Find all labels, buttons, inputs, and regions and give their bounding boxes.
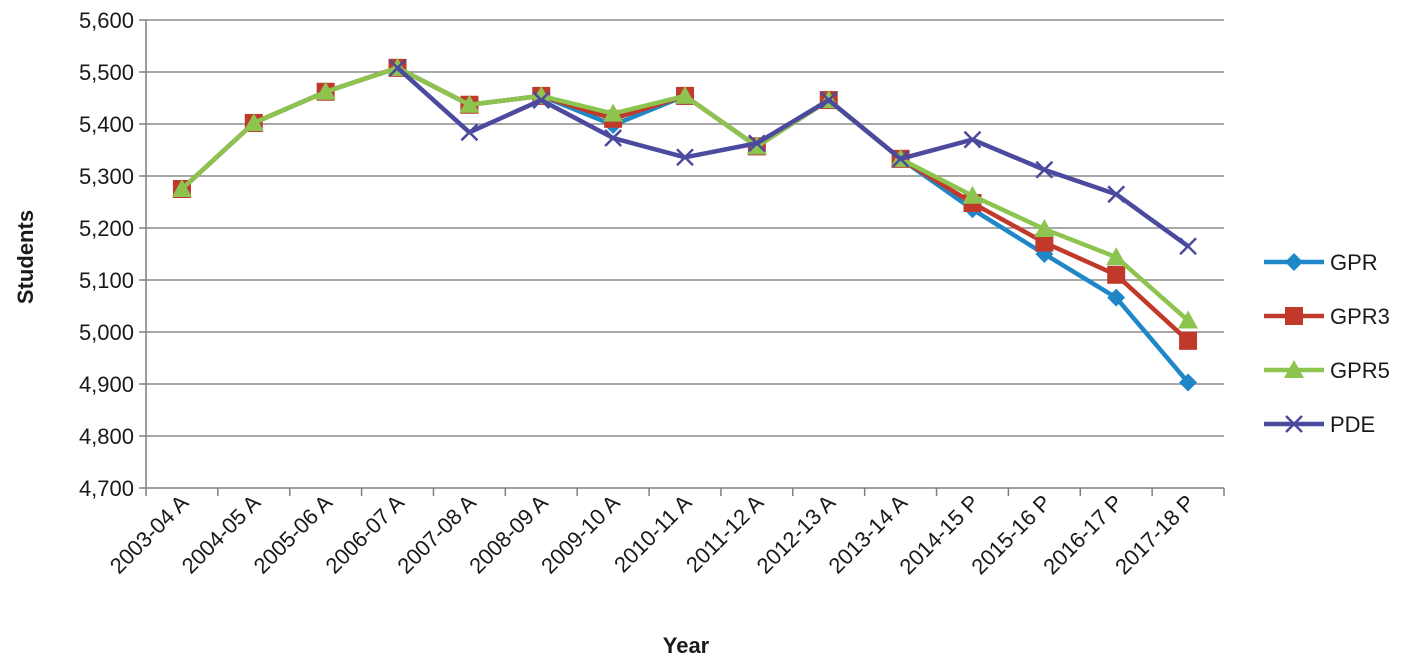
series-line-pde — [396, 66, 1190, 249]
legend: GPR GPR3 GPR5 PDE — [1264, 250, 1390, 437]
y-tick-label: 5,000 — [79, 320, 134, 345]
data-point-gpr3 — [1179, 331, 1198, 350]
series-line-gpr3 — [180, 65, 1190, 343]
data-point-gpr5 — [1106, 247, 1127, 266]
data-point-gpr5 — [459, 94, 480, 113]
legend-item-gpr5: GPR5 — [1264, 358, 1390, 383]
y-tick-label: 4,700 — [79, 476, 134, 501]
data-point-gpr5 — [315, 81, 336, 100]
data-point-gpr — [1107, 288, 1126, 307]
data-point-pde — [388, 58, 407, 77]
legend-item-gpr3: GPR3 — [1264, 304, 1390, 329]
legend-label: PDE — [1330, 412, 1375, 437]
legend-item-pde: PDE — [1264, 412, 1375, 437]
x-tick-label: 2017-18 P — [1110, 490, 1199, 579]
y-tick-label: 5,300 — [79, 164, 134, 189]
data-point-pde — [676, 148, 694, 167]
axes: 4,700 4,800 4,900 5,000 5,100 5,200 5,300 5,400… — [79, 8, 1225, 579]
data-point-gpr5 — [675, 85, 695, 104]
y-tick-label: 4,900 — [79, 372, 134, 397]
data-point-pde — [819, 91, 838, 109]
y-tick-label: 4,800 — [79, 424, 134, 449]
series-lines — [171, 57, 1199, 392]
data-point-gpr5 — [171, 179, 192, 197]
x-axis-title: Year — [663, 633, 710, 658]
data-point-gpr5 — [531, 85, 552, 104]
data-point-pde — [604, 129, 623, 147]
y-tick-label: 5,200 — [79, 216, 134, 241]
data-point-gpr5 — [603, 103, 624, 122]
legend-label: GPR3 — [1330, 304, 1390, 329]
data-point-pde — [891, 149, 910, 168]
y-tick-label: 5,600 — [79, 8, 134, 33]
data-point-gpr5 — [1178, 310, 1199, 329]
data-point-gpr3 — [1107, 265, 1126, 284]
y-tick-label: 5,100 — [79, 268, 134, 293]
y-tick-label: 5,500 — [79, 60, 134, 85]
legend-marker — [1285, 415, 1303, 433]
x-tick-label: 2010-11 A — [609, 490, 697, 578]
data-point-pde — [1107, 185, 1126, 204]
legend-marker — [1285, 307, 1303, 325]
data-point-gpr — [1179, 373, 1198, 392]
data-point-pde — [1179, 237, 1197, 256]
data-point-gpr5 — [962, 185, 983, 204]
data-point-pde — [532, 91, 551, 109]
data-point-pde — [1035, 160, 1054, 179]
y-tick-label: 5,400 — [79, 112, 134, 137]
y-axis-title: Students — [13, 210, 38, 304]
data-point-gpr5 — [1034, 219, 1055, 238]
legend-label: GPR — [1330, 250, 1378, 275]
data-point-gpr3 — [1035, 233, 1054, 252]
data-point-pde — [460, 123, 479, 142]
legend-marker — [1285, 253, 1303, 271]
data-point-pde — [747, 134, 766, 153]
data-point-gpr5 — [243, 112, 264, 131]
legend-item-gpr: GPR — [1264, 250, 1378, 275]
gridlines — [146, 19, 1224, 437]
legend-marker — [1284, 360, 1304, 378]
legend-label: GPR5 — [1330, 358, 1390, 383]
x-tick-label: 2009-10 A — [536, 490, 625, 579]
series-line-gpr5 — [180, 65, 1190, 323]
data-point-pde — [963, 130, 982, 149]
